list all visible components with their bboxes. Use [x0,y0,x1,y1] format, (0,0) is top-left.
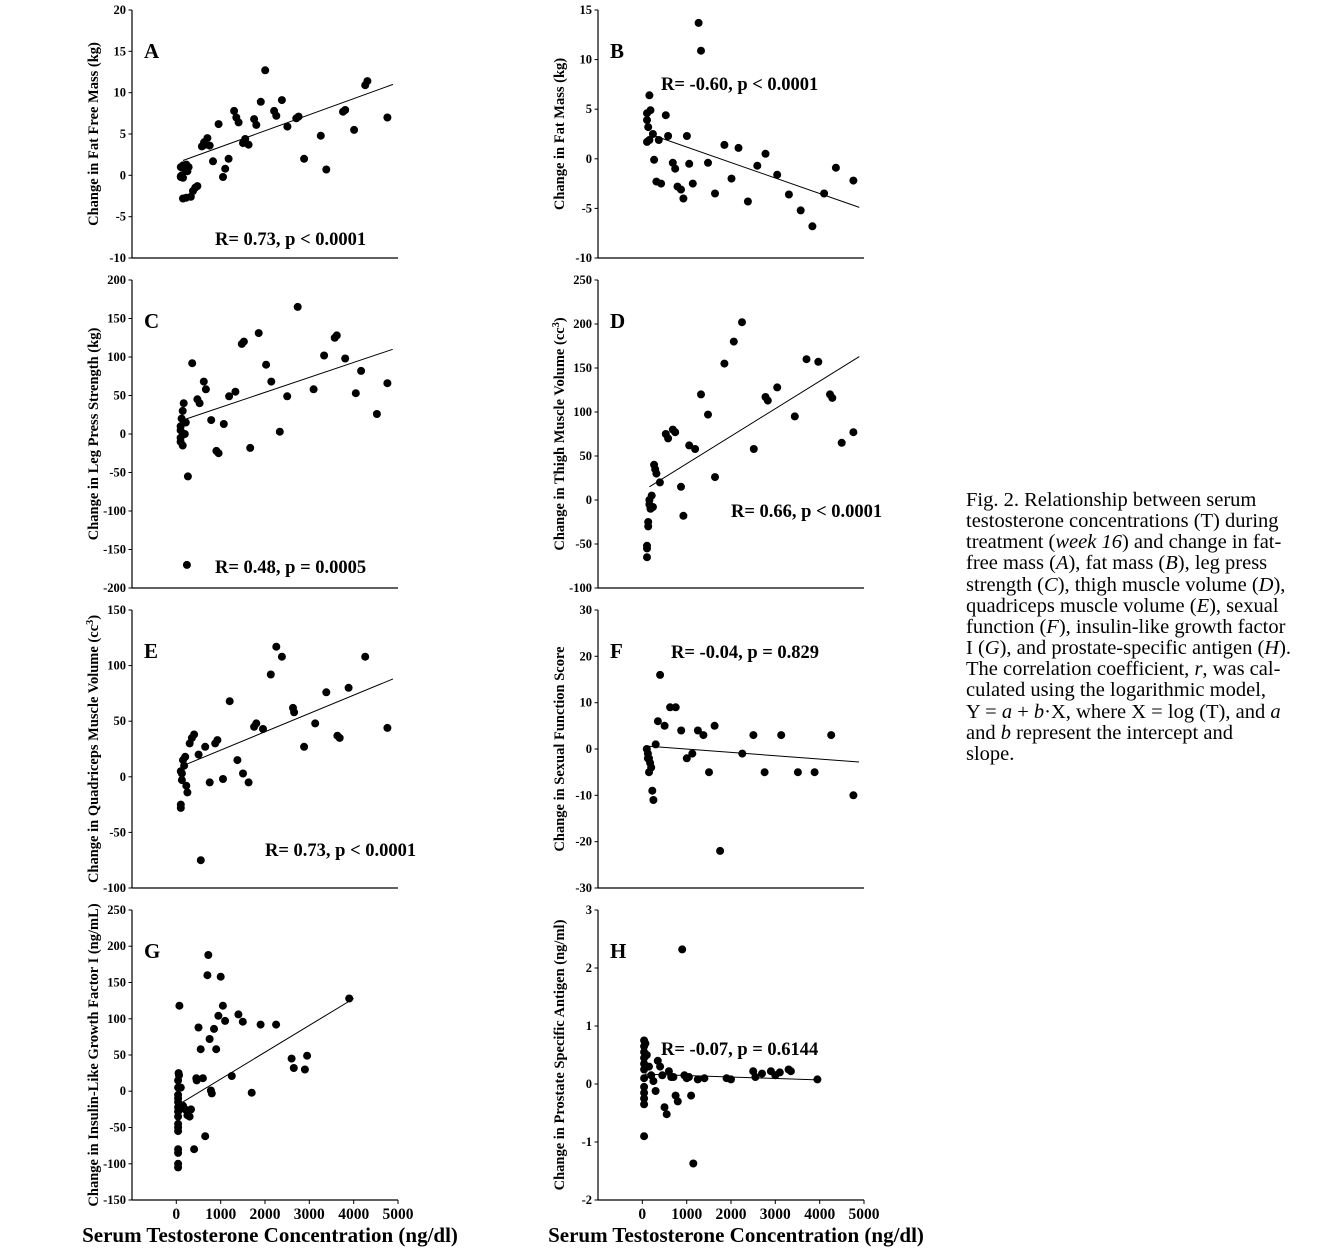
svg-text:R= 0.66, p < 0.0001: R= 0.66, p < 0.0001 [731,502,882,522]
svg-text:0: 0 [586,1077,592,1091]
svg-text:1000: 1000 [671,1206,702,1223]
svg-text:50: 50 [114,1048,127,1062]
svg-text:5: 5 [120,127,126,141]
svg-text:Change in Fat Mass (kg): Change in Fat Mass (kg) [552,58,568,210]
svg-text:G: G [144,939,160,963]
svg-text:150: 150 [107,976,126,990]
svg-text:Serum Testosterone Concentrati: Serum Testosterone Concentration (ng/dl) [82,1223,458,1247]
svg-text:20: 20 [114,3,127,17]
svg-text:5: 5 [586,102,592,116]
svg-text:0: 0 [120,427,126,441]
svg-text:Change in Insulin-Like Growth: Change in Insulin-Like Growth Factor I (… [86,903,102,1206]
svg-text:F: F [610,639,623,663]
svg-text:-50: -50 [109,466,126,480]
svg-text:3000: 3000 [294,1206,325,1223]
svg-text:-100: -100 [103,881,126,895]
svg-text:B: B [610,39,624,63]
svg-text:-150: -150 [103,1193,126,1207]
svg-text:250: 250 [107,903,126,917]
svg-text:R= -0.60, p < 0.0001: R= -0.60, p < 0.0001 [661,75,818,95]
svg-text:Serum Testosterone Concentrati: Serum Testosterone Concentration (ng/dl) [548,1223,924,1247]
svg-text:-100: -100 [569,581,592,595]
svg-text:3: 3 [586,903,592,917]
svg-text:R= -0.07, p = 0.6144: R= -0.07, p = 0.6144 [661,1040,818,1060]
svg-text:10: 10 [114,86,127,100]
svg-text:0: 0 [586,152,592,166]
svg-text:200: 200 [107,273,126,287]
svg-text:-5: -5 [582,201,592,215]
svg-text:50: 50 [114,714,127,728]
svg-text:-50: -50 [575,537,592,551]
svg-text:-10: -10 [575,788,592,802]
svg-text:10: 10 [580,53,593,67]
svg-text:-10: -10 [109,251,126,265]
svg-text:R= 0.48, p = 0.0005: R= 0.48, p = 0.0005 [215,558,366,578]
svg-text:E: E [144,639,158,663]
svg-text:-30: -30 [575,881,592,895]
svg-text:0: 0 [120,770,126,784]
svg-text:100: 100 [573,405,592,419]
svg-text:-10: -10 [575,251,592,265]
svg-text:-200: -200 [103,581,126,595]
svg-text:Change in Prostate Specific An: Change in Prostate Specific Antigen (ng/… [552,919,568,1190]
svg-text:50: 50 [580,449,593,463]
svg-text:Change in Thigh Muscle Volume: Change in Thigh Muscle Volume (cc3) [551,317,569,550]
svg-text:Change in Fat Free Mass (kg): Change in Fat Free Mass (kg) [86,42,102,226]
svg-text:-1: -1 [582,1135,592,1149]
svg-text:4000: 4000 [338,1206,369,1223]
svg-text:-150: -150 [103,543,126,557]
svg-text:200: 200 [573,317,592,331]
svg-text:R= 0.73, p < 0.0001: R= 0.73, p < 0.0001 [215,230,366,250]
svg-text:100: 100 [107,1012,126,1026]
svg-text:2000: 2000 [250,1206,281,1223]
svg-text:15: 15 [580,3,593,17]
svg-text:0: 0 [120,1084,126,1098]
svg-text:100: 100 [107,659,126,673]
svg-text:-50: -50 [109,825,126,839]
svg-text:20: 20 [580,649,593,663]
svg-text:-5: -5 [116,210,126,224]
svg-text:2000: 2000 [716,1206,747,1223]
svg-text:50: 50 [114,389,127,403]
svg-text:D: D [610,309,625,333]
svg-text:15: 15 [114,44,127,58]
svg-text:Change in Leg Press Strength (: Change in Leg Press Strength (kg) [86,328,102,541]
svg-text:1: 1 [586,1019,592,1033]
svg-text:250: 250 [573,273,592,287]
svg-text:2: 2 [586,961,592,975]
svg-text:150: 150 [573,361,592,375]
svg-text:0: 0 [120,168,126,182]
svg-text:0: 0 [638,1206,646,1223]
svg-text:0: 0 [586,493,592,507]
svg-text:100: 100 [107,350,126,364]
svg-text:C: C [144,309,159,333]
svg-text:4000: 4000 [804,1206,835,1223]
svg-text:R= 0.73, p < 0.0001: R= 0.73, p < 0.0001 [265,841,416,861]
svg-text:-2: -2 [582,1193,592,1207]
svg-text:Change in Sexual Function Scor: Change in Sexual Function Score [552,646,568,852]
svg-text:150: 150 [107,312,126,326]
svg-text:5000: 5000 [849,1206,880,1223]
svg-text:-20: -20 [575,835,592,849]
svg-text:5000: 5000 [383,1206,414,1223]
svg-text:0: 0 [172,1206,180,1223]
svg-text:10: 10 [580,696,593,710]
svg-text:200: 200 [107,939,126,953]
svg-text:3000: 3000 [760,1206,791,1223]
svg-text:-50: -50 [109,1121,126,1135]
svg-text:-100: -100 [103,1157,126,1171]
svg-text:0: 0 [586,742,592,756]
svg-text:R= -0.04, p = 0.829: R= -0.04, p = 0.829 [671,643,819,663]
svg-text:Change in Quadriceps Muscle Vo: Change in Quadriceps Muscle Volume (cc3) [85,615,103,883]
svg-text:-100: -100 [103,504,126,518]
svg-text:1000: 1000 [205,1206,236,1223]
svg-text:150: 150 [107,603,126,617]
svg-text:A: A [144,39,160,63]
svg-text:H: H [610,939,626,963]
svg-text:30: 30 [580,603,593,617]
